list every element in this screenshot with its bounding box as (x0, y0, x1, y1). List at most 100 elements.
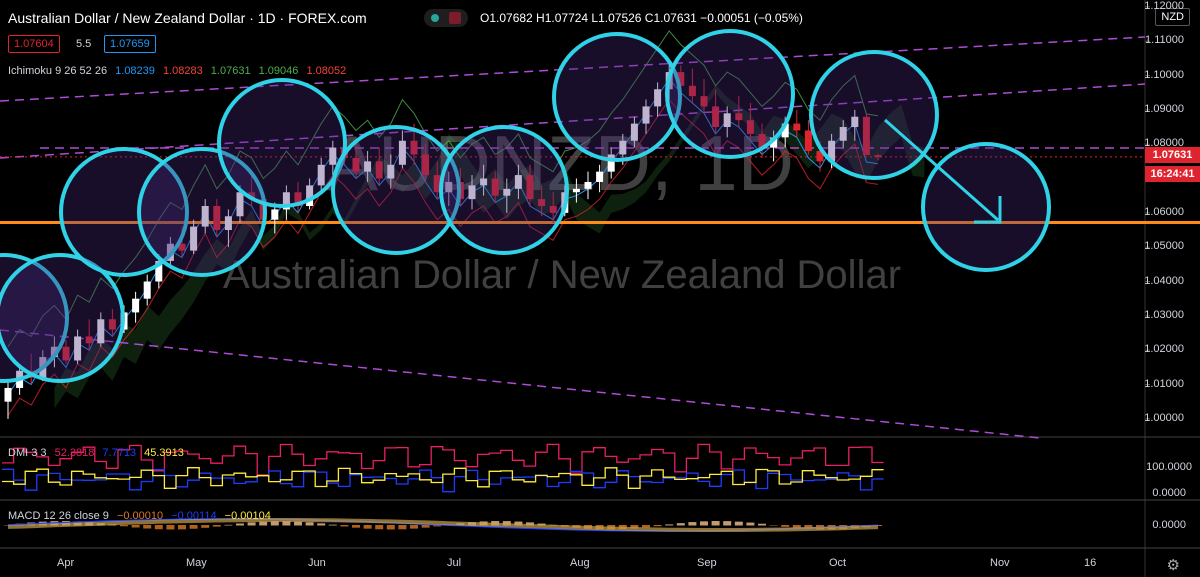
candle-body (712, 106, 720, 128)
macd-histogram-bar (340, 525, 349, 527)
candle-body (723, 113, 731, 128)
dmi-plus-line (2, 443, 884, 476)
macd-histogram-bar (212, 525, 221, 527)
candle-body (248, 192, 256, 200)
candle-body (143, 281, 151, 299)
candle-body (514, 175, 522, 189)
candle-body (224, 216, 232, 231)
macd-histogram-bar (421, 525, 430, 528)
macd-histogram-bar (665, 524, 674, 526)
macd-histogram-bar (363, 525, 372, 529)
price-tick-label: 1.02000 (1144, 343, 1184, 356)
candle-body (178, 243, 186, 251)
annotation-circle (665, 29, 795, 159)
currency-badge[interactable]: NZD (1155, 8, 1190, 26)
price-tick-label: 1.11000 (1145, 34, 1184, 47)
candle-body (410, 140, 418, 155)
candle-body (630, 123, 638, 141)
candle-body (596, 171, 604, 182)
macd-histogram-bar (758, 523, 766, 526)
time-label-may: May (186, 557, 207, 569)
macd-legend[interactable]: MACD 12 26 close 9 −0.00010 −0.00114 −0.… (8, 510, 271, 522)
macd-histogram-bar (386, 525, 395, 530)
candle-body (619, 140, 627, 155)
macd-histogram-bar (676, 523, 685, 526)
watermark-name: Australian Dollar / New Zealand Dollar (223, 253, 901, 297)
visibility-toggle[interactable] (424, 9, 468, 27)
candle-body (236, 192, 244, 217)
macd-histogram-bar (398, 525, 407, 530)
candle-body (74, 336, 82, 361)
spread-value: 5.5 (76, 38, 92, 50)
annotation-circle (439, 125, 569, 255)
time-label-nov: Nov (990, 557, 1010, 569)
candle-body (491, 178, 499, 196)
macd-histogram-bar (433, 525, 442, 527)
channel-line (0, 329, 1041, 439)
candle-body (770, 137, 778, 148)
macd-signal: −0.00104 (224, 510, 271, 522)
ichimoku-conversion: 1.08239 (115, 65, 155, 77)
macd-histogram-bar (410, 525, 418, 529)
macd-histogram-bar (375, 525, 384, 530)
ichimoku-legend[interactable]: Ichimoku 9 26 52 26 1.08239 1.08283 1.07… (8, 65, 346, 77)
candle-body (398, 140, 406, 165)
macd-histogram-bar (317, 523, 326, 526)
candle-body (375, 161, 383, 179)
macd-histogram-bar (746, 522, 755, 526)
annotation-circle (0, 253, 69, 383)
trend-arrow-head (974, 196, 1002, 224)
candle-body (433, 175, 441, 193)
record-icon (449, 12, 461, 24)
settings-gear-icon[interactable]: ⚙ (1166, 557, 1180, 574)
macd-histogram: −0.00010 (116, 510, 164, 522)
candle-body (190, 226, 198, 251)
macd-histogram-bar (804, 525, 813, 529)
annotation-circle (217, 78, 347, 208)
annotation-circle (331, 125, 461, 255)
candle-body (526, 175, 534, 200)
candle-body (422, 154, 430, 176)
macd-histogram-bar (282, 521, 291, 526)
macd-signal-path (7, 518, 879, 532)
macd-histogram-bar (723, 521, 732, 526)
ichimoku-lead2: 1.08052 (306, 65, 347, 77)
candle-body (213, 205, 221, 231)
dmi-axis-bottom: 0.0000 (1152, 487, 1186, 499)
candle-body (4, 387, 12, 402)
macd-histogram-bar (143, 525, 152, 529)
channel-line (0, 83, 1146, 159)
candle-body (132, 298, 140, 313)
candle-body (735, 113, 743, 121)
time-label-sep: Sep (697, 557, 717, 569)
candle-body (85, 336, 93, 344)
annotation-circle (0, 253, 125, 383)
candle-body (874, 155, 882, 157)
candle-body (387, 164, 395, 179)
candle-body (306, 185, 314, 206)
macd-histogram-bar (769, 525, 778, 526)
macd-histogram-bar (792, 525, 801, 529)
macd-histogram-bar (166, 525, 175, 530)
candle-body (700, 96, 708, 107)
ohlc-readout: O1.07682 H1.07724 L1.07526 C1.07631 −0.0… (480, 11, 803, 25)
annotation-circle (552, 32, 682, 162)
candle-body (62, 346, 70, 361)
symbol-title[interactable]: Australian Dollar / New Zealand Dollar ·… (8, 10, 367, 26)
ask-price[interactable]: 1.07659 (104, 35, 156, 53)
candle-body (584, 181, 592, 189)
dmi-plus: 52.3818 (54, 447, 95, 459)
macd-label: MACD 12 26 close 9 (8, 510, 109, 522)
time-label-jul: Jul (447, 557, 462, 569)
macd-line: −0.00114 (171, 510, 217, 522)
bid-price[interactable]: 1.07604 (8, 35, 60, 53)
price-tick-label: 1.06000 (1144, 205, 1184, 218)
time-label-aug: Aug (570, 557, 590, 569)
dmi-legend[interactable]: DMI 3 3 52.3818 7.7713 45.3913 (8, 447, 184, 459)
candle-body (538, 199, 546, 206)
time-label-apr: Apr (57, 557, 75, 569)
ichimoku-lagging: 1.07631 (210, 65, 251, 77)
bar-countdown: 16:24:41 (1145, 166, 1200, 182)
candle-body (50, 346, 58, 358)
